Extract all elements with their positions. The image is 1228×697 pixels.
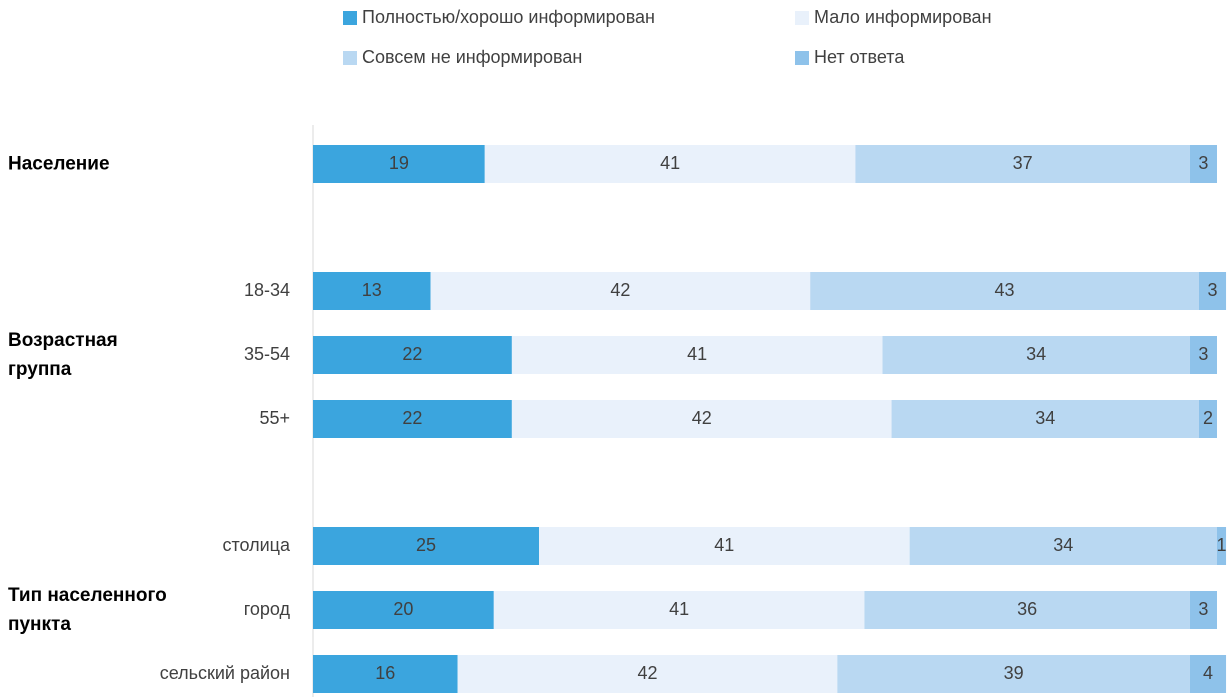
bar-segment	[313, 336, 512, 374]
bar-segment	[1189, 336, 1217, 374]
legend-swatch	[343, 11, 357, 25]
category-label: сельский район	[160, 663, 290, 683]
legend-swatch	[795, 11, 809, 25]
bar-segment	[511, 400, 892, 438]
category-label: столица	[222, 535, 291, 555]
bar-segment	[493, 591, 865, 629]
group-label: Тип населенного пункта	[8, 585, 167, 635]
category-label: город	[244, 599, 291, 619]
bar-segment	[1198, 272, 1227, 310]
bar-segment	[313, 400, 512, 438]
value-label: 41	[660, 153, 680, 173]
value-label: 2	[1203, 408, 1213, 428]
bar-segment	[484, 145, 856, 183]
bar-segment	[891, 400, 1199, 438]
category-label: 55+	[259, 408, 290, 428]
bar-segment	[1189, 655, 1227, 693]
group-label: Возрастная группа	[8, 330, 118, 380]
value-label: 3	[1198, 153, 1208, 173]
value-label: 42	[610, 280, 630, 300]
value-label: 19	[389, 153, 409, 173]
value-label: 22	[402, 344, 422, 364]
value-label: 3	[1207, 280, 1217, 300]
bar-segment	[457, 655, 838, 693]
value-label: 1	[1217, 535, 1227, 555]
value-label: 25	[416, 535, 436, 555]
value-label: 16	[375, 663, 395, 683]
value-label: 13	[362, 280, 382, 300]
value-label: 22	[402, 408, 422, 428]
bar-segment	[837, 655, 1190, 693]
value-label: 34	[1035, 408, 1055, 428]
value-label: 41	[714, 535, 734, 555]
value-label: 3	[1198, 344, 1208, 364]
value-label: 4	[1203, 663, 1213, 683]
bar-segment	[810, 272, 1199, 310]
value-label: 3	[1198, 599, 1208, 619]
bar-segment	[909, 527, 1217, 565]
bar-segment	[882, 336, 1190, 374]
bar-segment	[539, 527, 910, 565]
bar-segment	[313, 655, 458, 693]
value-label: 42	[692, 408, 712, 428]
bar-segment	[430, 272, 811, 310]
bar-segment	[313, 591, 494, 629]
value-label: 42	[637, 663, 657, 683]
legend-label: Мало информирован	[814, 7, 992, 27]
value-label: 39	[1004, 663, 1024, 683]
value-label: 37	[1013, 153, 1033, 173]
legend-swatch	[795, 51, 809, 65]
bar-segment	[1189, 145, 1217, 183]
value-label: 41	[687, 344, 707, 364]
bar-segment	[864, 591, 1190, 629]
group-label: Население	[8, 153, 110, 175]
value-label: 41	[669, 599, 689, 619]
value-label: 36	[1017, 599, 1037, 619]
category-label: 35-54	[244, 344, 290, 364]
bar-segment	[855, 145, 1190, 183]
bar-segment	[1217, 527, 1227, 565]
legend-label: Совсем не информирован	[362, 47, 582, 67]
bar-segment	[1189, 591, 1217, 629]
value-label: 34	[1026, 344, 1046, 364]
bar-segment	[313, 527, 539, 565]
category-label: 18-34	[244, 280, 290, 300]
value-label: 34	[1053, 535, 1073, 555]
value-label: 20	[393, 599, 413, 619]
value-label: 43	[995, 280, 1015, 300]
legend-swatch	[343, 51, 357, 65]
legend-label: Полностью/хорошо информирован	[362, 7, 655, 27]
legend-label: Нет ответа	[814, 47, 905, 67]
bar-segment	[313, 145, 485, 183]
bar-segment	[511, 336, 883, 374]
bar-segment	[1198, 400, 1217, 438]
bar-segment	[313, 272, 431, 310]
